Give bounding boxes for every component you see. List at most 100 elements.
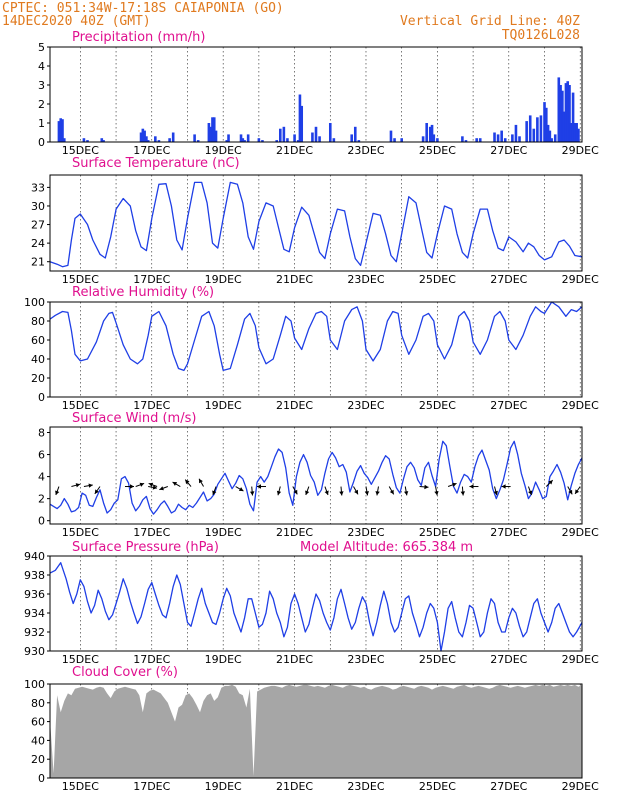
wind-arrow [124, 484, 134, 489]
plot-frame [49, 426, 583, 525]
precip-bar [100, 138, 104, 142]
temperature-title: Surface Temperature (nC) [72, 156, 240, 171]
precip-bar [553, 134, 557, 142]
precip-bar [536, 117, 539, 142]
y-tick-label: 2 [38, 493, 45, 506]
wind-arrow [434, 486, 439, 496]
precip-bar [318, 136, 321, 142]
precip-bar [461, 136, 464, 142]
x-tick-label: 25DEC [419, 273, 456, 286]
precip-bar [503, 138, 507, 142]
cloud-cover-title: Cloud Cover (%) [72, 665, 178, 680]
precip-bar [102, 140, 105, 142]
precip-bar [475, 138, 478, 142]
wind-arrow [292, 486, 298, 495]
header-location: CPTEC: 051:34W-17:18S CAIAPONIA (GO) [2, 1, 284, 16]
wind-arrow [159, 486, 168, 491]
y-tick-label: 33 [31, 181, 45, 194]
wind-arrow [447, 482, 457, 487]
x-tick-label: 23DEC [347, 653, 384, 666]
wind-arrow [55, 486, 60, 496]
x-tick-label: 23DEC [347, 273, 384, 286]
precip-bar [532, 128, 536, 142]
wind-arrow [567, 486, 573, 495]
x-tick-label: 17DEC [133, 144, 170, 157]
precip-bar [564, 83, 568, 142]
plot-frame [49, 683, 583, 779]
y-tick-label: 27 [31, 219, 45, 232]
x-tick-label: 25DEC [419, 780, 456, 793]
precip-bar [393, 138, 396, 142]
x-tick-label: 25DEC [419, 399, 456, 412]
x-tick-label: 19DEC [205, 273, 242, 286]
precip-bar [544, 107, 548, 142]
y-tick-label: 21 [31, 256, 45, 269]
y-tick-label: 4 [38, 471, 45, 484]
plot-frame [49, 46, 583, 143]
precip-bar [286, 138, 289, 142]
precip-bar [573, 123, 577, 142]
y-tick-label: 1 [38, 117, 45, 130]
wind-title: Surface Wind (m/s) [72, 411, 196, 426]
x-tick-label: 29DEC [562, 144, 599, 157]
x-tick-label: 15DEC [62, 526, 99, 539]
y-tick-label: 20 [31, 372, 45, 385]
header-date: 14DEC2020 40Z (GMT) [2, 14, 151, 29]
y-tick-label: 40 [31, 734, 45, 747]
y-tick-label: 6 [38, 449, 45, 462]
x-tick-label: 23DEC [347, 399, 384, 412]
precip-bar [211, 117, 214, 142]
precip-bar [243, 140, 246, 142]
precip-bar [511, 134, 514, 142]
x-tick-label: 21DEC [276, 653, 313, 666]
wind-arrow [172, 481, 181, 487]
precip-bar [478, 138, 482, 142]
y-tick-label: 2 [38, 98, 45, 111]
precip-bar [278, 128, 282, 142]
x-tick-label: 19DEC [205, 780, 242, 793]
wind-arrow [545, 479, 554, 487]
precip-bar [425, 123, 428, 142]
y-tick-label: 80 [31, 315, 45, 328]
precip-bar [207, 123, 211, 142]
x-tick-label: 25DEC [419, 144, 456, 157]
y-tick-label: 0 [38, 772, 45, 785]
x-tick-label: 19DEC [205, 399, 242, 412]
precip-bar [353, 126, 357, 142]
x-tick-label: 19DEC [205, 526, 242, 539]
x-tick-label: 29DEC [562, 273, 599, 286]
wind-arrow [83, 483, 93, 488]
precip-bar [428, 126, 432, 142]
wind-arrow [94, 486, 101, 495]
y-tick-label: 40 [31, 353, 45, 366]
y-tick-label: 0 [38, 136, 45, 149]
wind-arrow [135, 482, 145, 487]
wind-arrow [257, 484, 267, 489]
precip-bar [436, 138, 439, 142]
panel-surface-wind: Surface Wind (m/s) 0 2 4 6 8 15DEC 17DEC 19DEC 2… [38, 411, 599, 539]
panel-surface-temperature: Surface Temperature (nC) 21 24 27 30 33 15DEC… [31, 156, 599, 286]
model-altitude-note: Model Altitude: 665.384 m [300, 540, 473, 555]
y-tick-label: 30 [31, 200, 45, 213]
precip-bar [139, 132, 143, 142]
precip-bar [282, 126, 286, 142]
precip-bar [559, 85, 562, 142]
wind-arrow [364, 486, 369, 496]
x-tick-label: 15DEC [62, 273, 99, 286]
wind-arrow [71, 483, 81, 488]
y-tick-label: 0 [38, 391, 45, 404]
x-tick-label: 15DEC [62, 780, 99, 793]
precip-bar [557, 77, 561, 142]
wind-arrow [198, 478, 204, 487]
y-tick-label: 0 [38, 515, 45, 528]
x-tick-label: 21DEC [276, 273, 313, 286]
wind-arrow [212, 486, 217, 496]
rh-line [49, 301, 583, 372]
wind-arrow [527, 486, 533, 496]
x-tick-label: 29DEC [562, 399, 599, 412]
precip-bar [275, 140, 279, 142]
precip-bar [518, 136, 521, 142]
precip-bar [421, 136, 425, 142]
precip-bar [59, 118, 63, 142]
wind-arrow [353, 486, 359, 495]
